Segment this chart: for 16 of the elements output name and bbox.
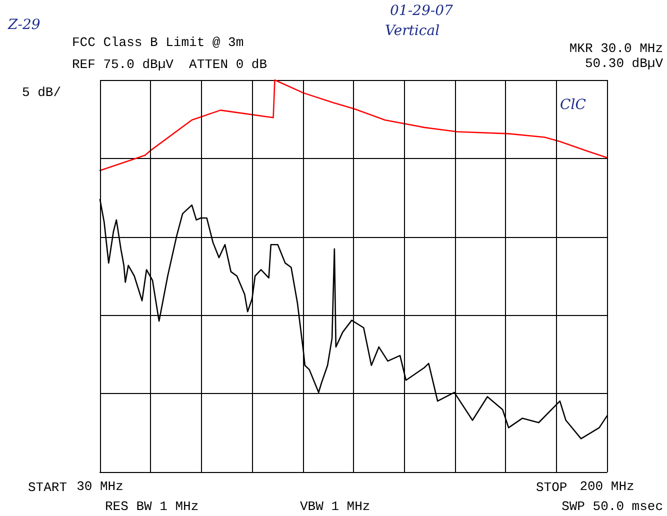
chart-title: FCC Class B Limit @ 3m xyxy=(72,35,244,50)
x-tick-label: 30 MHz xyxy=(76,479,124,494)
text: MKR 30.0 MHz xyxy=(569,41,664,56)
text: SWP 50.0 msec xyxy=(562,499,664,514)
text: 01-29-07 xyxy=(390,3,453,19)
text: RES BW 1 MHz xyxy=(105,499,199,514)
text: 50.30 dBµV xyxy=(584,56,664,71)
text: Z-29 xyxy=(7,17,40,33)
text: Vertical xyxy=(385,23,440,39)
x-tick-label: 200 MHz xyxy=(580,479,634,494)
text: VBW 1 MHz xyxy=(300,499,370,514)
text: 5 dB/ xyxy=(22,85,62,100)
annotation: ClC xyxy=(560,97,586,113)
text: REF 75.0 dBµV ATTEN 0 dB xyxy=(72,57,268,72)
text: START xyxy=(28,480,68,495)
text: STOP xyxy=(536,480,568,495)
